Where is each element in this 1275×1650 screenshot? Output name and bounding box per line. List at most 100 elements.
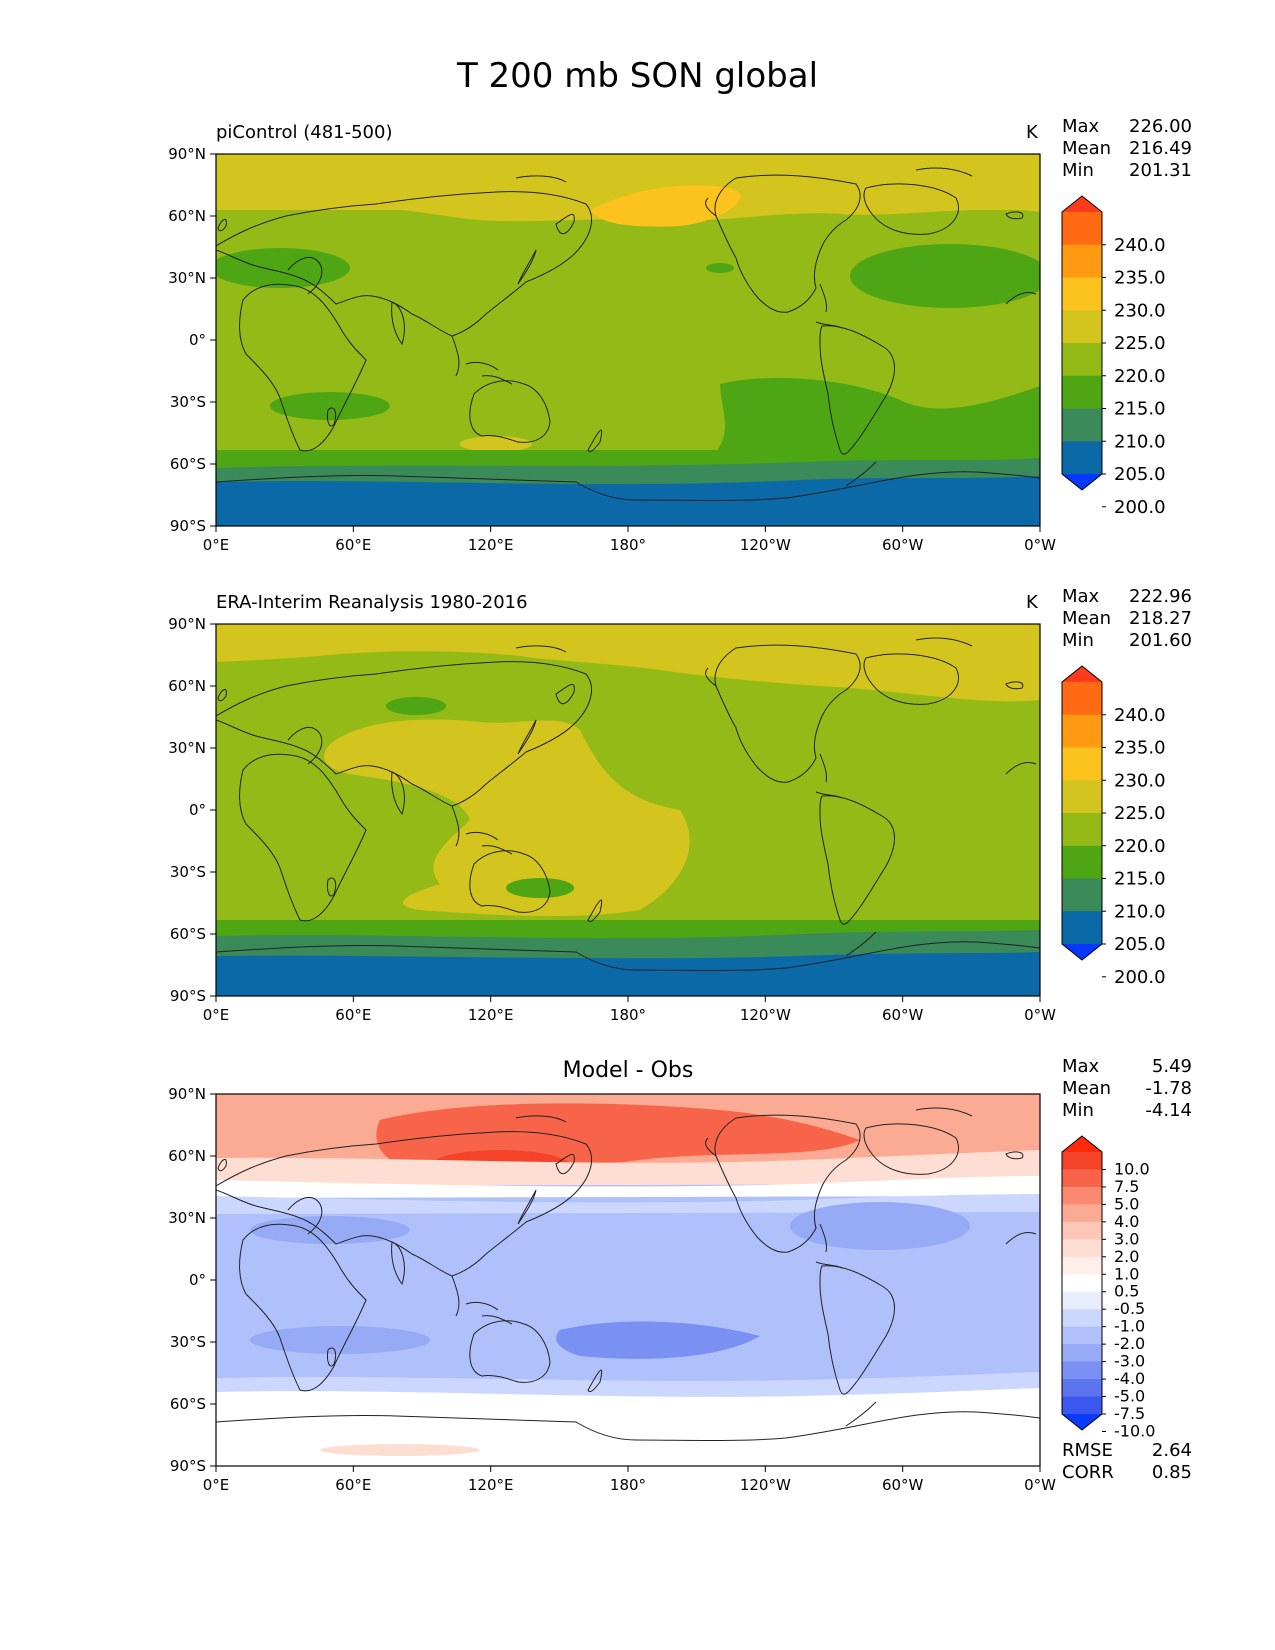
colorbar-segment <box>1062 878 1102 912</box>
lat-tick-label: 0° <box>189 1271 206 1289</box>
metrics-box: RMSE 2.64 CORR 0.85 <box>1062 1440 1192 1484</box>
colorbar-label: -10.0 <box>1114 1421 1155 1440</box>
lat-tick-label: 60°S <box>170 455 206 473</box>
colorbar-extend-max <box>1062 666 1102 682</box>
lat-tick-label: 60°N <box>168 677 206 695</box>
colorbar-label: 3.0 <box>1114 1229 1139 1248</box>
stat-min: Min 201.31 <box>1062 160 1192 181</box>
colorbar-label: 1.0 <box>1114 1264 1139 1283</box>
stat-min: Min -4.14 <box>1062 1100 1192 1121</box>
colorbar-label: 235.0 <box>1114 738 1166 759</box>
lon-tick-label: 60°W <box>882 1006 924 1024</box>
lon-tick-label: 120°E <box>468 1006 514 1024</box>
lat-tick-label: 60°N <box>168 207 206 225</box>
lon-tick-label: 60°E <box>335 536 371 554</box>
colorbar-extend-max <box>1062 1136 1102 1152</box>
colorbar-label: 205.0 <box>1114 934 1166 955</box>
colorbar-label: 230.0 <box>1114 300 1166 321</box>
panel-title: ERA-Interim Reanalysis 1980-2016 <box>216 592 528 613</box>
colorbar-label: 220.0 <box>1114 366 1166 387</box>
colorbar-segment <box>1062 375 1102 409</box>
colorbar-segment <box>1062 747 1102 781</box>
colorbar-label: 5.0 <box>1114 1194 1139 1213</box>
colorbar-label: 4.0 <box>1114 1212 1139 1231</box>
lat-tick-label: 90°N <box>168 145 206 163</box>
map-model-minus-obs <box>216 1094 1040 1466</box>
colorbar-label: -3.0 <box>1114 1352 1145 1371</box>
colorbar-label: 225.0 <box>1114 803 1166 824</box>
figure-title: T 200 mb SON global <box>456 56 819 96</box>
lon-tick-label: 180° <box>610 1476 646 1494</box>
lon-tick-label: 0°E <box>203 1476 230 1494</box>
lon-tick-label: 180° <box>610 536 646 554</box>
stat-max: Max 5.49 <box>1062 1056 1192 1077</box>
lat-tick-label: 30°N <box>168 739 206 757</box>
colorbar-segment <box>1062 1274 1102 1293</box>
colorbar-segment <box>1062 1326 1102 1345</box>
lat-tick-label: 30°S <box>170 863 206 881</box>
stats-box: Max 222.96 Mean 218.27 Min 201.60 <box>1062 586 1192 652</box>
lat-tick-label: 90°S <box>170 517 206 535</box>
lon-tick-label: 60°W <box>882 1476 924 1494</box>
colorbar-label: -2.0 <box>1114 1334 1145 1353</box>
lon-tick-label: 0°W <box>1024 536 1056 554</box>
colorbar-segment <box>1062 1152 1102 1170</box>
colorbar-label: -7.5 <box>1114 1404 1145 1423</box>
colorbar-label: 200.0 <box>1114 967 1166 988</box>
colorbar-label: 230.0 <box>1114 770 1166 791</box>
colorbar-label: 2.0 <box>1114 1247 1139 1266</box>
colorbar-label: 210.0 <box>1114 901 1166 922</box>
lon-tick-label: 120°E <box>468 536 514 554</box>
colorbar-segment <box>1062 244 1102 278</box>
colorbar-segment <box>1062 408 1102 442</box>
lon-tick-label: 0°E <box>203 536 230 554</box>
lat-tick-label: 90°S <box>170 1457 206 1475</box>
lat-tick-label: 30°N <box>168 1209 206 1227</box>
lon-tick-label: 120°W <box>740 1476 791 1494</box>
lon-tick-label: 180° <box>610 1006 646 1024</box>
colorbar-label: -5.0 <box>1114 1387 1145 1406</box>
colorbar-label: 205.0 <box>1114 464 1166 485</box>
colorbar-segment <box>1062 1344 1102 1363</box>
lon-tick-label: 0°E <box>203 1006 230 1024</box>
colorbar-label: 0.5 <box>1114 1282 1139 1301</box>
colorbar-extend-max <box>1062 196 1102 212</box>
stat-mean: Mean 218.27 <box>1062 608 1192 629</box>
colorbar: 240.0 235.0 230.0 225.0 220.0 215.0 210.0 205.0… <box>1061 195 1166 518</box>
colorbar-segment <box>1062 1256 1102 1275</box>
colorbar-extend-min <box>1062 474 1102 490</box>
axes-layer: 90°N60°N30°N0°30°S60°S90°S0°E 60°E 120°E 18… <box>168 145 1056 1494</box>
metric-corr: CORR 0.85 <box>1062 1462 1192 1483</box>
lat-tick-label: 30°N <box>168 269 206 287</box>
stats-box: Max 226.00 Mean 216.49 Min 201.31 <box>1062 116 1192 182</box>
lon-tick-label: 120°E <box>468 1476 514 1494</box>
stat-mean: Mean 216.49 <box>1062 138 1192 159</box>
panel-title: Model - Obs <box>562 1058 694 1083</box>
lat-tick-label: 0° <box>189 331 206 349</box>
lat-tick-label: 60°S <box>170 1395 206 1413</box>
stat-max: Max 222.96 <box>1062 586 1192 607</box>
colorbar-segment <box>1062 780 1102 814</box>
lat-tick-label: 0° <box>189 801 206 819</box>
colorbar-label: 240.0 <box>1114 705 1166 726</box>
colorbar-label: 215.0 <box>1114 869 1166 890</box>
panel-era-interim: ERA-Interim Reanalysis 1980-2016 K Max 22… <box>0 470 1275 940</box>
colorbar-segment <box>1062 1379 1102 1398</box>
colorbar-label: 225.0 <box>1114 333 1166 354</box>
lat-tick-label: 90°S <box>170 987 206 1005</box>
stat-mean: Mean -1.78 <box>1062 1078 1192 1099</box>
lon-tick-label: 60°W <box>882 536 924 554</box>
lon-tick-label: 0°W <box>1024 1476 1056 1494</box>
colorbar-label: 7.5 <box>1114 1177 1139 1196</box>
colorbar-segment <box>1062 1239 1102 1258</box>
colorbar-segment <box>1062 1221 1102 1240</box>
colorbar-segment <box>1062 1291 1102 1310</box>
colorbar-segment <box>1062 682 1102 716</box>
lat-tick-label: 30°S <box>170 1333 206 1351</box>
colorbar-segment <box>1062 277 1102 311</box>
panel-model-minus-obs: Model - Obs Max 5.49 Mean -1.78 Min -4.14 R… <box>0 940 1275 1483</box>
stat-min: Min 201.60 <box>1062 630 1192 651</box>
colorbar-label: 10.0 <box>1114 1159 1150 1178</box>
colorbar-label: -4.0 <box>1114 1369 1145 1388</box>
colorbar-segment <box>1062 1186 1102 1205</box>
